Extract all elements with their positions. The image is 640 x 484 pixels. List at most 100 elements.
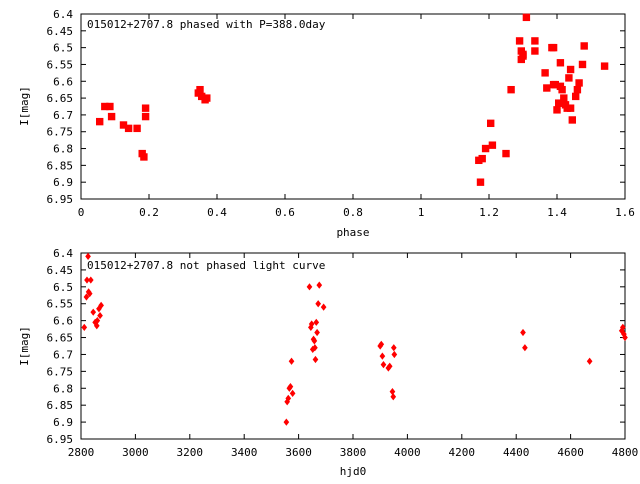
x-tick-label: 4600 <box>557 446 584 459</box>
x-tick-label: 0 <box>78 206 85 219</box>
data-point <box>565 74 573 82</box>
data-point <box>315 300 322 308</box>
x-tick-label: 1.6 <box>615 206 635 219</box>
data-point <box>619 323 626 332</box>
y-tick-label: 6.65 <box>47 92 74 105</box>
y-tick-label: 6.55 <box>47 58 74 71</box>
x-tick-label: 3800 <box>340 446 367 459</box>
data-point <box>556 59 565 67</box>
data-point <box>549 43 558 52</box>
data-point <box>478 154 486 163</box>
data-point <box>86 289 93 298</box>
data-point <box>572 92 580 101</box>
data-point <box>196 85 204 94</box>
x-tick-label: 3400 <box>231 446 258 459</box>
data-point <box>568 116 576 124</box>
plot-frame <box>80 252 626 440</box>
data-point <box>83 293 90 301</box>
data-point <box>308 320 315 328</box>
y-tick-label: 6.5 <box>53 281 73 294</box>
data-point <box>140 153 148 161</box>
data-point <box>94 317 101 325</box>
x-tick-label: 0.6 <box>275 206 295 219</box>
data-point <box>522 344 528 352</box>
data-point <box>283 418 290 426</box>
data-point <box>203 94 211 102</box>
data-point <box>531 37 539 45</box>
data-point <box>386 362 393 370</box>
x-axis-label: phase <box>336 226 369 239</box>
data-point <box>380 360 387 369</box>
y-tick-label: 6.75 <box>47 365 74 378</box>
data-point <box>96 117 104 126</box>
data-point <box>312 344 318 352</box>
y-tick-label: 6.4 <box>53 247 73 260</box>
data-point <box>522 13 531 22</box>
data-point <box>313 318 320 326</box>
data-point <box>507 85 515 94</box>
data-point <box>390 393 397 401</box>
y-tick-label: 6.85 <box>47 399 74 412</box>
y-tick-label: 6.55 <box>47 298 74 311</box>
y-tick-label: 6.85 <box>47 159 74 172</box>
x-axis-label: hjd0 <box>340 465 367 478</box>
data-point <box>106 102 114 111</box>
data-point <box>543 84 551 92</box>
data-point <box>580 42 588 50</box>
x-tick-label: 3200 <box>177 446 204 459</box>
y-tick-label: 6.6 <box>53 315 73 328</box>
data-point <box>573 85 582 94</box>
data-point <box>85 252 91 260</box>
data-point <box>314 328 320 337</box>
data-point <box>390 344 397 352</box>
data-point <box>320 303 327 311</box>
y-axis-label: I[mag] <box>18 326 31 366</box>
data-point <box>558 85 566 94</box>
x-tick-label: 0.4 <box>207 206 227 219</box>
data-point <box>541 69 549 77</box>
data-point <box>87 276 94 284</box>
y-tick-label: 6.75 <box>47 126 74 139</box>
x-tick-label: 4200 <box>449 446 476 459</box>
x-tick-label: 0.8 <box>343 206 363 219</box>
y-tick-label: 6.8 <box>53 382 73 395</box>
data-point <box>586 357 593 365</box>
y-tick-label: 6.7 <box>53 109 73 122</box>
data-point <box>133 124 141 133</box>
chart-title: 015012+2707.8 not phased light curve <box>87 259 325 272</box>
x-tick-label: 2800 <box>68 446 95 459</box>
y-tick-label: 6.45 <box>47 264 74 277</box>
x-tick-label: 3000 <box>122 446 149 459</box>
x-tick-label: 1.4 <box>547 206 567 219</box>
x-tick-label: 0.2 <box>139 206 159 219</box>
data-point <box>578 60 587 69</box>
x-tick-label: 4400 <box>503 446 530 459</box>
data-point <box>622 333 628 342</box>
data-point <box>289 389 296 397</box>
x-tick-label: 1.2 <box>479 206 499 219</box>
data-point <box>531 47 539 55</box>
data-point <box>476 178 485 186</box>
data-point <box>520 328 526 337</box>
data-point <box>487 119 495 128</box>
data-point <box>93 322 100 330</box>
data-point <box>566 65 575 74</box>
data-point <box>306 283 313 291</box>
y-tick-label: 6.65 <box>47 332 74 345</box>
data-point <box>124 124 133 133</box>
y-tick-label: 6.4 <box>53 8 73 21</box>
data-point <box>488 141 497 149</box>
data-point <box>312 355 319 364</box>
y-tick-label: 6.95 <box>47 193 74 206</box>
data-point <box>311 337 318 345</box>
data-point <box>391 350 398 359</box>
y-tick-label: 6.9 <box>53 176 73 189</box>
data-point <box>97 311 103 320</box>
x-tick-label: 4000 <box>394 446 421 459</box>
data-point <box>515 37 524 45</box>
data-point <box>600 62 609 70</box>
y-tick-label: 6.5 <box>53 42 73 55</box>
data-point <box>378 340 385 348</box>
data-point <box>90 308 97 316</box>
